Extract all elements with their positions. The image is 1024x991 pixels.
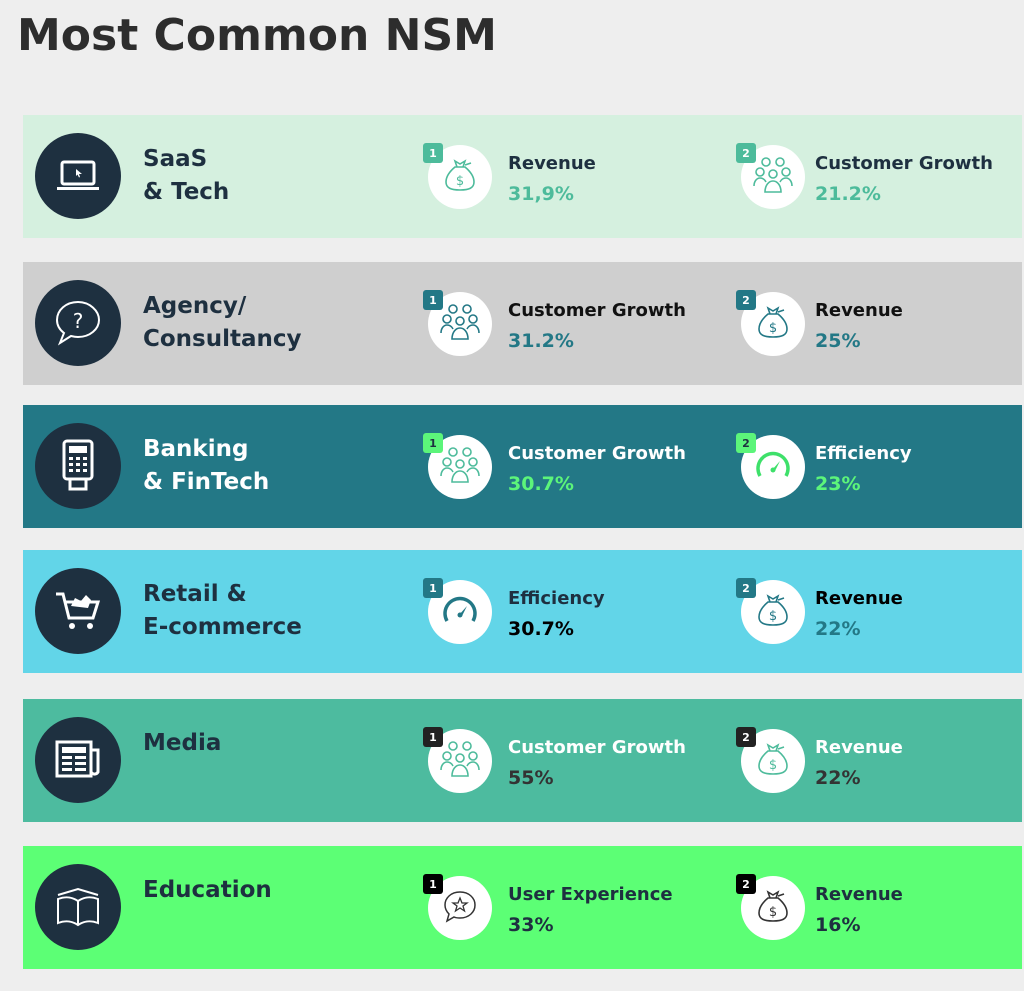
- money-bag-icon: $: [756, 304, 790, 344]
- people-icon: [440, 303, 480, 345]
- laptop-icon: [35, 133, 121, 219]
- metric-name: Customer Growth: [815, 153, 993, 174]
- rank-badge: 2: [736, 433, 756, 453]
- svg-text:$: $: [769, 321, 777, 336]
- metric-value: 22%: [815, 767, 861, 789]
- speedometer-icon: [754, 448, 792, 486]
- metric-value: 31,9%: [508, 183, 574, 205]
- metric-name: Revenue: [815, 300, 903, 321]
- sector-row: ? Agency/ Consultancy 1 Customer Growth …: [23, 262, 1022, 385]
- money-bag-icon: $: [756, 592, 790, 632]
- rank-badge: 1: [423, 143, 443, 163]
- rank-badge: 1: [423, 433, 443, 453]
- svg-text:$: $: [769, 758, 777, 773]
- metric-name: Customer Growth: [508, 300, 686, 321]
- sector-label: Education: [143, 877, 272, 903]
- metric-value: 23%: [815, 473, 861, 495]
- metric-value: 30.7%: [508, 618, 574, 640]
- rank-badge: 2: [736, 290, 756, 310]
- rank-badge: 1: [423, 727, 443, 747]
- sector-row: Education 1 User Experience 33% $ 2 Reve…: [23, 846, 1022, 969]
- sector-row: Retail & E-commerce 1 Efficiency 30.7% $…: [23, 550, 1022, 673]
- open-book-icon: [35, 864, 121, 950]
- people-icon: [440, 446, 480, 488]
- question-bubble-icon: ?: [35, 280, 121, 366]
- svg-text:$: $: [456, 174, 464, 189]
- rank-badge: 1: [423, 578, 443, 598]
- svg-text:?: ?: [73, 309, 84, 333]
- speedometer-icon: [441, 593, 479, 631]
- metric-value: 33%: [508, 914, 554, 936]
- sector-row: Media 1 Customer Growth 55% $ 2 Revenue …: [23, 699, 1022, 822]
- metric-name: User Experience: [508, 884, 673, 905]
- metric-name: Revenue: [508, 153, 596, 174]
- sector-row: SaaS & Tech $ 1 Revenue 31,9% 2 Customer…: [23, 115, 1022, 238]
- sector-label: Banking & FinTech: [143, 436, 270, 495]
- metric-value: 25%: [815, 330, 861, 352]
- shopping-cart-icon: [35, 568, 121, 654]
- svg-text:$: $: [769, 905, 777, 920]
- metric-value: 22%: [815, 618, 861, 640]
- rank-badge: 2: [736, 143, 756, 163]
- metric-icon-circle: [741, 435, 805, 499]
- sector-label: Media: [143, 730, 222, 756]
- metric-value: 30.7%: [508, 473, 574, 495]
- people-icon: [753, 156, 793, 198]
- money-bag-icon: $: [756, 888, 790, 928]
- money-bag-icon: $: [443, 157, 477, 197]
- rank-badge: 2: [736, 874, 756, 894]
- rank-badge: 2: [736, 578, 756, 598]
- metric-value: 31.2%: [508, 330, 574, 352]
- sector-label: SaaS & Tech: [143, 146, 230, 205]
- sector-row: Banking & FinTech 1 Customer Growth 30.7…: [23, 405, 1022, 528]
- card-terminal-icon: [35, 423, 121, 509]
- metric-name: Revenue: [815, 737, 903, 758]
- metric-name: Efficiency: [508, 588, 605, 609]
- metric-name: Revenue: [815, 588, 903, 609]
- rank-badge: 1: [423, 290, 443, 310]
- people-icon: [440, 740, 480, 782]
- page-title: Most Common NSM: [17, 10, 497, 61]
- metric-icon-circle: [428, 435, 492, 499]
- rank-badge: 2: [736, 727, 756, 747]
- rank-badge: 1: [423, 874, 443, 894]
- svg-text:$: $: [769, 609, 777, 624]
- metric-value: 21.2%: [815, 183, 881, 205]
- money-bag-icon: $: [756, 741, 790, 781]
- metric-value: 16%: [815, 914, 861, 936]
- star-bubble-icon: [442, 889, 478, 927]
- metric-name: Customer Growth: [508, 737, 686, 758]
- metric-name: Efficiency: [815, 443, 912, 464]
- metric-name: Revenue: [815, 884, 903, 905]
- metric-name: Customer Growth: [508, 443, 686, 464]
- sector-label: Retail & E-commerce: [143, 581, 302, 640]
- newspaper-icon: [35, 717, 121, 803]
- sector-label: Agency/ Consultancy: [143, 293, 302, 352]
- metric-value: 55%: [508, 767, 554, 789]
